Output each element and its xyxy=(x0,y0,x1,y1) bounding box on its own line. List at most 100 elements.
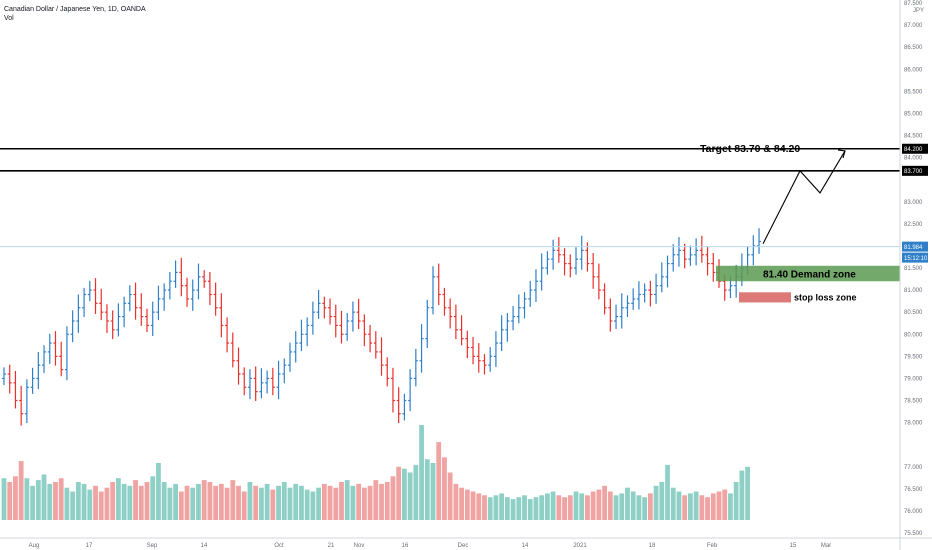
price-tick-label: 80.000 xyxy=(904,332,923,338)
ohlc-bar xyxy=(202,270,207,288)
ohlc-bar xyxy=(2,367,6,386)
volume-bar xyxy=(550,491,556,520)
ohlc-bar xyxy=(533,269,538,303)
ohlc-bar xyxy=(190,279,195,311)
volume-bar xyxy=(625,487,630,520)
volume-bar xyxy=(493,495,499,520)
volume-bar xyxy=(7,482,13,520)
volume-bar xyxy=(121,483,127,520)
volume-bar xyxy=(573,491,579,520)
volume-bar xyxy=(64,487,70,520)
volume-bars xyxy=(1,425,750,520)
ohlc-bar xyxy=(24,379,29,424)
time-tick-label: Sep xyxy=(147,543,158,549)
ohlc-bar xyxy=(322,296,327,319)
ohlc-bar xyxy=(488,347,493,372)
volume-bar xyxy=(47,483,53,520)
time-tick-label: 2021 xyxy=(573,543,587,549)
volume-bar xyxy=(236,485,241,520)
volume-bar xyxy=(653,485,659,520)
volume-bar xyxy=(499,493,505,520)
chart-title: Canadian Dollar / Japanese Yen, 1D, OAND… xyxy=(4,6,146,13)
volume-bar xyxy=(659,482,665,520)
ohlc-bar xyxy=(70,310,75,343)
ohlc-bar xyxy=(236,347,241,385)
volume-bar xyxy=(53,482,58,520)
volume-bar xyxy=(396,466,402,520)
ohlc-bar xyxy=(373,331,378,359)
volume-bar xyxy=(419,425,424,520)
price-tick-label: 75.500 xyxy=(904,531,923,537)
time-tick-label: 21 xyxy=(328,543,335,549)
volume-bar xyxy=(270,489,276,520)
target-label: Target 83.70 & 84.20 xyxy=(700,143,800,155)
level-price-tag xyxy=(902,143,928,154)
price-tag-label: 84.200 xyxy=(904,147,923,153)
ohlc-bar xyxy=(562,248,567,276)
price-tick-label: 87.000 xyxy=(904,23,923,29)
ohlc-bar xyxy=(591,252,596,289)
volume-bar xyxy=(213,485,219,520)
time-tick-label: Feb xyxy=(707,543,718,549)
ohlc-bar xyxy=(602,283,607,315)
time-tick-label: Aug xyxy=(29,543,40,549)
ohlc-bar xyxy=(694,238,699,266)
volume-bar xyxy=(24,478,30,520)
price-tick-label: 80.500 xyxy=(904,310,923,316)
volume-bar xyxy=(607,491,613,520)
price-tick-label: 76.500 xyxy=(904,487,923,493)
volume-bar xyxy=(361,487,367,520)
volume-bar xyxy=(350,485,356,520)
volume-bar xyxy=(356,483,362,520)
ohlc-bar xyxy=(654,273,659,304)
ohlc-bar xyxy=(625,295,630,318)
ohlc-bar xyxy=(596,263,601,300)
ohlc-bar xyxy=(545,251,550,275)
projection-arrow xyxy=(762,150,846,244)
ohlc-bar xyxy=(265,370,270,394)
countdown-label: 15:12:10 xyxy=(904,256,928,262)
ohlc-bar xyxy=(139,293,144,326)
ohlc-bar xyxy=(631,288,636,310)
ohlc-bar xyxy=(42,345,47,374)
volume-bar xyxy=(373,480,379,520)
price-tick-label: 86.000 xyxy=(904,67,923,73)
volume-bar xyxy=(430,463,436,520)
volume-bar xyxy=(447,472,453,520)
ohlc-bar xyxy=(436,263,441,306)
price-bars xyxy=(2,228,762,426)
ohlc-bar xyxy=(173,260,178,288)
volume-bar xyxy=(150,476,156,520)
ohlc-bar xyxy=(225,317,230,353)
volume-bar xyxy=(281,482,287,520)
time-tick-label: 16 xyxy=(402,543,409,549)
ohlc-bar xyxy=(413,348,418,387)
ohlc-bar xyxy=(711,252,716,282)
time-tick-label: Dec xyxy=(458,543,469,549)
ohlc-bar xyxy=(356,298,361,329)
volume-bar xyxy=(562,497,567,520)
price-tick-label: 81.500 xyxy=(904,266,923,272)
ohlc-bar xyxy=(122,296,127,328)
volume-bar xyxy=(327,485,333,520)
volume-bar xyxy=(459,487,464,520)
volume-bar xyxy=(636,495,642,520)
volume-bar xyxy=(253,485,259,520)
ohlc-bar xyxy=(362,314,367,347)
ohlc-bar xyxy=(282,358,287,384)
ohlc-bar xyxy=(528,280,533,307)
ohlc-bar xyxy=(133,282,138,320)
volume-bar xyxy=(504,497,510,520)
ohlc-bar xyxy=(379,337,384,376)
volume-bar xyxy=(487,497,493,520)
volume-bar xyxy=(602,485,607,520)
volume-bar xyxy=(190,487,196,520)
volume-bar xyxy=(75,482,81,520)
volume-bar xyxy=(41,474,47,520)
volume-bar xyxy=(390,476,396,520)
volume-bar xyxy=(259,487,264,520)
ohlc-bar xyxy=(19,385,24,426)
volume-bar xyxy=(178,491,184,520)
price-tick-label: 79.000 xyxy=(904,376,923,382)
